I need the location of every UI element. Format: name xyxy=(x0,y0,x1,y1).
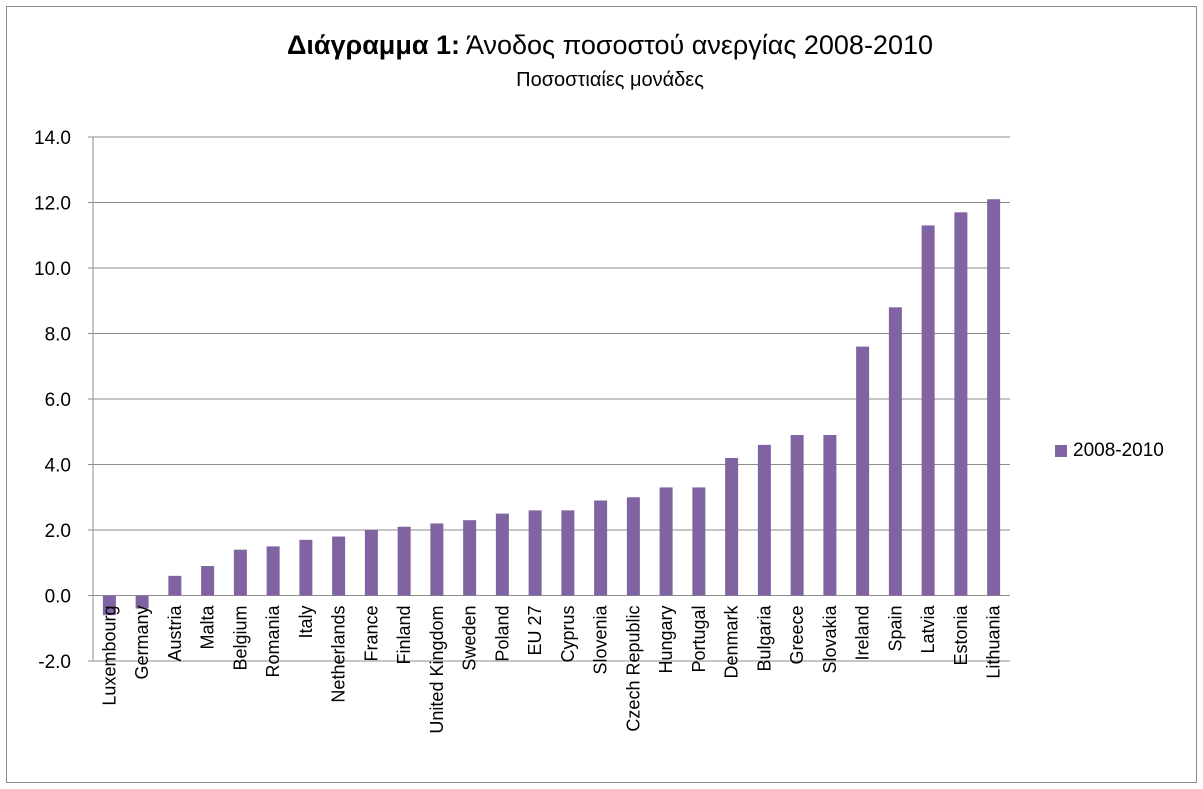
x-tick-label: Slovenia xyxy=(591,605,611,675)
x-tick-label: Czech Republic xyxy=(623,606,643,732)
x-tick-label: Greece xyxy=(787,606,807,665)
x-tick-label: Hungary xyxy=(656,606,676,674)
chart-title-bold: Διάγραμμα 1: xyxy=(286,30,460,60)
x-tick-label: Bulgaria xyxy=(754,605,774,672)
x-tick-label: Poland xyxy=(492,606,512,662)
bar-finland xyxy=(397,526,411,596)
x-tick-label: Germany xyxy=(132,606,152,680)
chart-title: Διάγραμμα 1: Άνοδος ποσοστού ανεργίας 20… xyxy=(0,30,1203,61)
x-tick-label: Netherlands xyxy=(329,606,349,703)
x-tick-label: Cyprus xyxy=(558,606,578,663)
bar-czech-republic xyxy=(626,497,640,596)
bar-germany xyxy=(135,595,149,609)
bar-france xyxy=(364,530,378,596)
y-tick-label: 10.0 xyxy=(34,259,71,280)
chart-subtitle: Ποσοστιαίες μονάδες xyxy=(516,69,704,91)
y-tick-label: 14.0 xyxy=(34,128,71,149)
bar-poland xyxy=(495,513,509,596)
bar-greece xyxy=(790,435,804,596)
y-axis: -2.0 0.0 2.0 4.0 6.0 8.0 10.0 12.0 14.0 xyxy=(34,128,94,673)
bar-slovenia xyxy=(594,500,608,596)
x-tick-label: Romania xyxy=(263,605,283,678)
bars xyxy=(102,199,1001,616)
legend-label: 2008-2010 xyxy=(1073,440,1164,461)
y-tick-label: 0.0 xyxy=(45,587,71,608)
bar-cyprus xyxy=(561,510,575,596)
bar-slovakia xyxy=(823,435,837,596)
x-axis-labels: Luxembourg Germany Austria Malta Belgium Roma… xyxy=(99,605,1003,734)
x-tick-label: United Kingdom xyxy=(427,606,447,734)
x-tick-label: EU 27 xyxy=(525,606,545,656)
x-tick-label: Malta xyxy=(198,605,218,650)
y-tick-label: -2.0 xyxy=(38,652,71,673)
y-tick-label: 8.0 xyxy=(45,325,71,346)
bar-romania xyxy=(266,546,280,596)
legend-swatch xyxy=(1055,445,1067,457)
x-tick-label: Austria xyxy=(165,605,185,662)
bar-lithuania xyxy=(987,199,1001,596)
x-tick-label: Luxembourg xyxy=(99,606,119,706)
x-tick-label: Slovakia xyxy=(820,605,840,674)
bar-united-kingdom xyxy=(430,523,444,596)
legend: 2008-2010 xyxy=(1055,440,1164,462)
x-tick-label: Spain xyxy=(885,606,905,652)
y-tick-label: 4.0 xyxy=(45,456,71,477)
bar-austria xyxy=(168,575,182,596)
bar-spain xyxy=(888,307,902,596)
x-tick-label: Latvia xyxy=(918,605,938,654)
chart-title-block: Διάγραμμα 1: Άνοδος ποσοστού ανεργίας 20… xyxy=(0,30,1203,92)
bar-denmark xyxy=(725,457,739,596)
y-tick-label: 6.0 xyxy=(45,390,71,411)
x-tick-label: Denmark xyxy=(722,605,742,679)
gridlines xyxy=(93,136,1010,662)
bar-luxembourg xyxy=(102,595,116,616)
x-tick-label: Ireland xyxy=(853,606,873,661)
chart-title-rest: Άνοδος ποσοστού ανεργίας 2008-2010 xyxy=(459,30,933,60)
bar-italy xyxy=(299,539,313,596)
bar-sweden xyxy=(463,520,477,596)
x-tick-label: Lithuania xyxy=(984,605,1004,679)
bar-estonia xyxy=(954,212,968,596)
bar-hungary xyxy=(659,487,673,596)
y-tick-label: 2.0 xyxy=(45,521,71,542)
bar-bulgaria xyxy=(757,444,771,596)
x-tick-label: Sweden xyxy=(460,606,480,671)
bar-portugal xyxy=(692,487,706,596)
x-tick-label: Finland xyxy=(394,606,414,665)
x-tick-label: Estonia xyxy=(951,605,971,666)
x-tick-label: Portugal xyxy=(689,606,709,673)
bar-eu-27 xyxy=(528,510,542,596)
bar-malta xyxy=(201,566,215,596)
x-tick-label: Belgium xyxy=(230,606,250,671)
bar-belgium xyxy=(233,549,247,596)
x-tick-label: France xyxy=(361,606,381,662)
bar-netherlands xyxy=(332,536,346,596)
x-tick-label: Italy xyxy=(296,606,316,639)
bar-latvia xyxy=(921,225,935,596)
bar-ireland xyxy=(856,346,870,596)
y-tick-label: 12.0 xyxy=(34,194,71,215)
